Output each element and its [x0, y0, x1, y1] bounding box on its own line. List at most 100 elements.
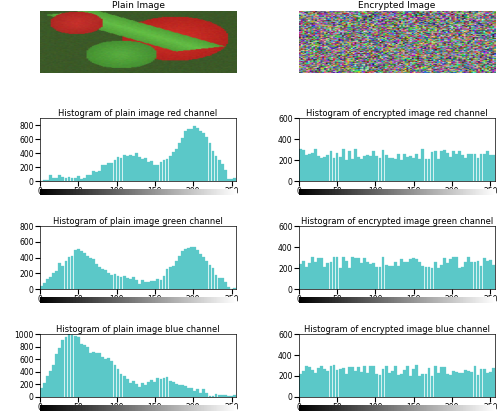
Bar	[202, 257, 205, 289]
Bar	[480, 369, 482, 397]
Bar	[43, 383, 46, 397]
Bar	[56, 178, 58, 181]
Bar	[129, 383, 132, 397]
Bar	[416, 154, 418, 181]
Bar	[150, 281, 153, 289]
Bar	[135, 383, 138, 397]
Bar	[357, 258, 360, 289]
Bar	[342, 149, 344, 181]
Bar	[83, 252, 86, 289]
Bar	[52, 273, 55, 289]
Bar	[412, 369, 415, 397]
Bar	[452, 151, 455, 181]
Bar	[434, 367, 436, 397]
Bar	[77, 337, 80, 397]
Bar	[190, 388, 193, 397]
Bar	[397, 266, 400, 289]
Bar	[80, 344, 82, 397]
Bar	[336, 153, 338, 181]
Bar	[311, 153, 314, 181]
Bar	[388, 373, 390, 397]
Bar	[468, 371, 470, 397]
Bar	[406, 366, 409, 397]
Bar	[89, 353, 92, 397]
Bar	[92, 259, 95, 289]
Bar	[160, 379, 162, 397]
Bar	[120, 374, 122, 397]
Bar	[372, 263, 375, 289]
Bar	[148, 282, 150, 289]
Bar	[212, 396, 214, 397]
Bar	[332, 365, 336, 397]
Bar	[424, 267, 428, 289]
Bar	[230, 396, 233, 397]
Bar	[230, 179, 233, 181]
Bar	[184, 386, 187, 397]
Bar	[56, 271, 58, 289]
Bar	[384, 366, 388, 397]
Bar	[178, 256, 180, 289]
Bar	[489, 155, 492, 181]
Bar	[302, 371, 305, 397]
Bar	[391, 158, 394, 181]
Bar	[482, 369, 486, 397]
Bar	[110, 361, 114, 397]
Bar	[311, 257, 314, 289]
Bar	[452, 257, 455, 289]
Bar	[376, 374, 378, 397]
Bar	[156, 378, 160, 397]
Bar	[354, 150, 357, 181]
Bar	[434, 262, 436, 289]
Bar	[332, 257, 336, 289]
Bar	[144, 158, 147, 181]
Title: Encrypted Image: Encrypted Image	[358, 1, 436, 10]
Bar	[178, 385, 180, 397]
Bar	[74, 178, 76, 181]
Bar	[318, 155, 320, 181]
Bar	[178, 143, 180, 181]
Bar	[114, 160, 116, 181]
Bar	[342, 368, 344, 397]
Bar	[162, 378, 166, 397]
Bar	[89, 258, 92, 289]
Bar	[430, 152, 434, 181]
Bar	[492, 368, 495, 397]
Bar	[354, 371, 357, 397]
Bar	[336, 370, 338, 397]
Bar	[338, 268, 342, 289]
Bar	[418, 160, 421, 181]
Bar	[64, 337, 68, 397]
Bar	[150, 161, 153, 181]
Bar	[116, 158, 119, 181]
Bar	[68, 177, 70, 181]
Bar	[311, 370, 314, 397]
Bar	[120, 158, 122, 181]
Bar	[196, 250, 199, 289]
Bar	[382, 369, 384, 397]
Bar	[92, 171, 95, 181]
Bar	[406, 262, 409, 289]
Bar	[138, 157, 141, 181]
Bar	[193, 126, 196, 181]
Bar	[116, 369, 119, 397]
Bar	[351, 158, 354, 181]
Bar	[168, 268, 172, 289]
Bar	[58, 175, 61, 181]
Bar	[187, 248, 190, 289]
Bar	[144, 282, 147, 289]
Bar	[476, 158, 480, 181]
Bar	[480, 154, 482, 181]
Bar	[342, 257, 344, 289]
Bar	[391, 266, 394, 289]
Bar	[464, 158, 467, 181]
Bar	[74, 336, 76, 397]
Bar	[378, 375, 382, 397]
Bar	[326, 262, 330, 289]
Bar	[224, 282, 226, 289]
Bar	[443, 258, 446, 289]
Bar	[120, 277, 122, 289]
Bar	[49, 176, 52, 181]
Bar	[474, 154, 476, 181]
Bar	[156, 165, 160, 181]
Bar	[397, 154, 400, 181]
